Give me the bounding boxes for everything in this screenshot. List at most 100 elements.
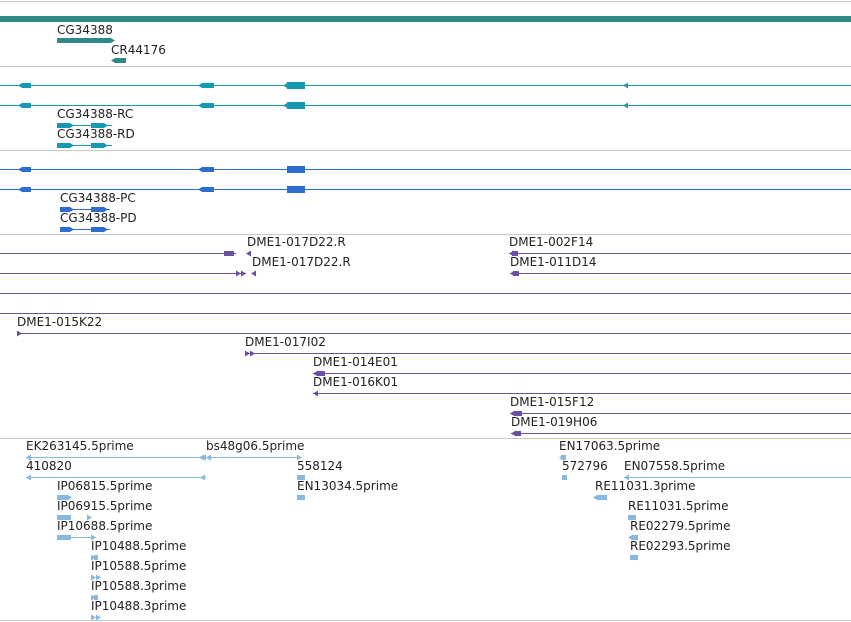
strand-arrow-left bbox=[26, 454, 31, 461]
est-block bbox=[57, 515, 71, 520]
clone-label[interactable]: DME1-017I02 bbox=[245, 335, 326, 349]
clone-end bbox=[317, 371, 325, 376]
est-block bbox=[630, 555, 638, 560]
est-label[interactable]: RE02279.5prime bbox=[630, 519, 731, 533]
clone-end bbox=[515, 431, 521, 436]
est-block bbox=[597, 495, 607, 500]
strand-arrow-right bbox=[245, 350, 250, 357]
strand-arrow-right bbox=[96, 574, 101, 581]
strand-arrow-left bbox=[198, 82, 203, 89]
est-label[interactable]: EN13034.5prime bbox=[297, 479, 399, 493]
est-label[interactable]: IP10588.5prime bbox=[91, 559, 187, 573]
strand-arrow-left bbox=[246, 250, 251, 257]
est-label[interactable]: IP10688.5prime bbox=[57, 519, 153, 533]
transcript-label[interactable]: CG34388-RC bbox=[57, 107, 134, 121]
clone-label[interactable]: DME1-015F12 bbox=[510, 395, 595, 409]
est-block bbox=[94, 555, 98, 560]
est-block bbox=[57, 495, 67, 500]
est-label[interactable]: EN17063.5prime bbox=[559, 439, 661, 453]
strand-arrow-left bbox=[18, 186, 23, 193]
strand-arrow-left bbox=[26, 474, 31, 481]
strand-arrow-right bbox=[69, 206, 74, 213]
strand-arrow-right bbox=[91, 574, 96, 581]
protein-label[interactable]: CG34388-PD bbox=[60, 211, 137, 225]
est-label[interactable]: EN07558.5prime bbox=[624, 459, 726, 473]
clone-end bbox=[224, 251, 234, 256]
strand-arrow-left bbox=[251, 270, 256, 277]
est-label[interactable]: 410820 bbox=[26, 459, 72, 473]
est-block bbox=[561, 455, 566, 460]
strand-arrow-right bbox=[250, 350, 255, 357]
strand-arrow-right bbox=[17, 330, 22, 337]
est-block bbox=[57, 535, 71, 540]
protein-label[interactable]: CG34388-PC bbox=[60, 191, 136, 205]
est-label[interactable]: RE11031.5prime bbox=[628, 499, 729, 513]
est-label[interactable]: IP06815.5prime bbox=[57, 479, 153, 493]
est-label[interactable]: bs48g06.5prime bbox=[206, 439, 305, 453]
exon-block bbox=[22, 83, 31, 88]
strand-arrow-right bbox=[69, 226, 74, 233]
strand-arrow-right bbox=[91, 594, 96, 601]
strand-arrow-right bbox=[91, 614, 96, 621]
clone-label[interactable]: DME1-016K01 bbox=[313, 375, 399, 389]
exon-block bbox=[22, 103, 31, 108]
est-label[interactable]: IP10488.5prime bbox=[91, 539, 187, 553]
strand-arrow-left bbox=[18, 102, 23, 109]
strand-arrow-right bbox=[103, 122, 108, 129]
exon-block bbox=[202, 187, 214, 192]
est-label[interactable]: 572796 bbox=[562, 459, 608, 473]
clone-label[interactable]: DME1-002F14 bbox=[509, 235, 594, 249]
strand-arrow-left bbox=[623, 102, 628, 109]
exon-block bbox=[287, 186, 305, 193]
est-block bbox=[628, 515, 636, 520]
clone-end bbox=[514, 411, 522, 416]
est-block bbox=[632, 535, 638, 540]
strand-arrow-right bbox=[103, 206, 108, 213]
gene-label[interactable]: CG34388 bbox=[57, 23, 113, 37]
strand-arrow-left bbox=[198, 166, 203, 173]
transcript-label[interactable]: CG34388-RD bbox=[57, 127, 135, 141]
clone-label[interactable]: DME1-017D22.R bbox=[252, 255, 351, 269]
est-label[interactable]: EK263145.5prime bbox=[26, 439, 134, 453]
clone-label[interactable]: DME1-014E01 bbox=[313, 355, 398, 369]
est-label[interactable]: IP10588.3prime bbox=[91, 579, 187, 593]
strand-arrow-right bbox=[69, 122, 74, 129]
gene-feature-bar bbox=[116, 58, 126, 63]
strand-arrow-right bbox=[103, 226, 108, 233]
est-label[interactable]: IP10488.3prime bbox=[91, 599, 187, 613]
strand-arrow-right bbox=[87, 514, 92, 521]
strand-arrow-left bbox=[18, 166, 23, 173]
clone-end bbox=[513, 271, 519, 276]
est-label[interactable]: RE02293.5prime bbox=[630, 539, 731, 553]
gene-span-bar bbox=[0, 16, 851, 22]
exon-block bbox=[287, 102, 305, 109]
exon-block bbox=[91, 227, 103, 232]
est-label[interactable]: RE11031.3prime bbox=[595, 479, 696, 493]
strand-arrow-left bbox=[201, 454, 206, 461]
clone-label[interactable]: DME1-017D22.R bbox=[247, 235, 346, 249]
strand-arrow-right bbox=[297, 454, 302, 461]
strand-arrow-right bbox=[67, 494, 72, 501]
strand-arrow-left bbox=[313, 370, 318, 377]
strand-arrow-right bbox=[96, 614, 101, 621]
strand-arrow-left bbox=[593, 494, 598, 501]
est-label[interactable]: IP06915.5prime bbox=[57, 499, 153, 513]
exon-block bbox=[287, 166, 305, 173]
strand-arrow-left bbox=[200, 474, 205, 481]
clone-label[interactable]: DME1-015K22 bbox=[17, 315, 103, 329]
est-label[interactable]: 558124 bbox=[297, 459, 343, 473]
clone-end bbox=[512, 251, 518, 256]
clone-label[interactable]: DME1-011D14 bbox=[510, 255, 597, 269]
exon-block bbox=[22, 187, 31, 192]
exon-block bbox=[91, 207, 103, 212]
exon-block bbox=[57, 123, 69, 128]
strand-arrow-left bbox=[283, 102, 288, 109]
strand-arrow-left bbox=[510, 410, 515, 417]
strand-arrow-left bbox=[206, 454, 211, 461]
gene-label[interactable]: CR44176 bbox=[111, 43, 166, 57]
exon-block bbox=[22, 167, 31, 172]
strand-arrow-left bbox=[623, 82, 628, 89]
clone-label[interactable]: DME1-019H06 bbox=[511, 415, 598, 429]
est-block bbox=[297, 475, 305, 480]
